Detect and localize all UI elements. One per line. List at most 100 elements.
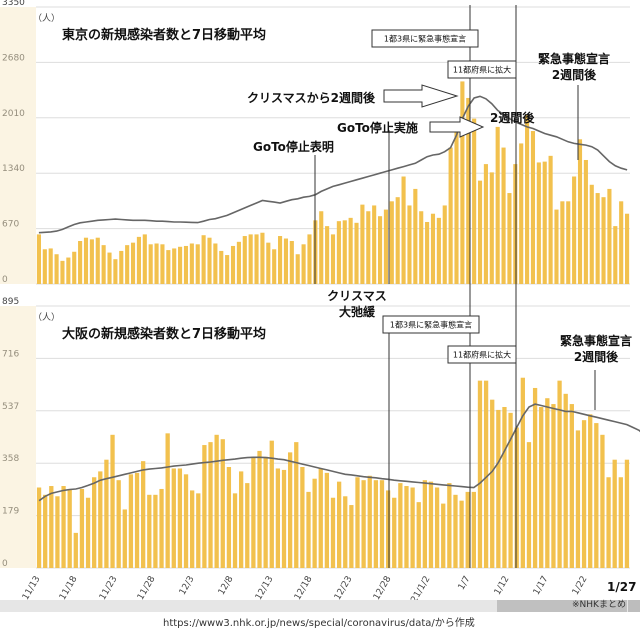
x-tick-label: 21/1/2 <box>409 575 432 601</box>
tokyo-bar <box>613 226 618 284</box>
scrollbar-thumb[interactable] <box>497 600 627 612</box>
osaka-bar <box>392 497 397 568</box>
tokyo-bar <box>419 211 424 284</box>
tokyo-bar <box>125 245 130 284</box>
osaka-y-tick: 0 <box>2 559 8 569</box>
goto-impl-arrow <box>429 116 485 138</box>
tokyo-bar <box>430 213 436 284</box>
osaka-bar <box>441 503 446 568</box>
osaka-bar <box>557 380 562 568</box>
horizontal-scrollbar[interactable] <box>0 600 640 612</box>
osaka-bar <box>159 488 164 568</box>
tokyo-bar <box>301 244 306 284</box>
x-tick-label: 12/13 <box>254 575 276 601</box>
tokyo-bar <box>548 155 553 284</box>
osaka-bar <box>569 404 574 568</box>
osaka-bar <box>410 487 415 568</box>
tokyo-bar <box>477 180 483 284</box>
osaka-bar <box>349 505 354 568</box>
osaka-bar <box>483 380 489 568</box>
osaka-fade-strip <box>0 306 36 568</box>
tokyo-bar <box>530 131 536 284</box>
tokyo-bar <box>454 126 459 284</box>
tokyo-bar <box>377 216 383 284</box>
osaka-bar <box>330 497 336 568</box>
tokyo-bar <box>325 226 330 284</box>
osaka-bar <box>269 440 274 568</box>
covid-charts-svg: 33502680201013406700（人）東京の新規感染者数と7日移動平均 … <box>0 0 640 605</box>
osaka-bar <box>600 434 605 568</box>
x-tick-label: 1/7 <box>457 575 473 593</box>
osaka-bar <box>275 468 281 568</box>
tokyo-bar <box>489 172 494 284</box>
tokyo-bar <box>242 236 247 284</box>
tokyo-bar <box>501 147 506 284</box>
osaka-bar <box>434 487 440 568</box>
osaka-bar <box>618 477 623 568</box>
tokyo-bar <box>78 241 83 284</box>
osaka-bar <box>134 472 140 568</box>
x-tick-label: 11/13 <box>21 575 43 601</box>
osaka-bar <box>624 459 630 568</box>
tokyo-chart: 3350 2680 2010 1340 670 0 （人）東京の新規感染者数と7日移動平均 <box>0 0 630 285</box>
scroll-right-button[interactable] <box>628 600 640 612</box>
osaka-emergency-text: 緊急事態宣言 <box>560 333 632 348</box>
osaka-bar <box>110 434 115 568</box>
osaka-bar <box>379 480 385 568</box>
tokyo-y-tick: 2010 <box>2 109 25 119</box>
tokyo-bar <box>272 249 277 284</box>
tokyo-bar <box>595 193 600 284</box>
osaka-bar <box>104 459 109 568</box>
osaka-bar <box>220 439 225 568</box>
osaka-bar <box>588 414 593 568</box>
tokyo-bar <box>207 237 212 284</box>
osaka-bar <box>563 393 568 568</box>
osaka-unit: （人） <box>33 312 60 323</box>
x-tick-label: 1/22 <box>571 575 590 598</box>
osaka-bar <box>49 486 54 568</box>
osaka-bar <box>551 404 556 568</box>
osaka-title: 大阪の新規感染者数と7日移動平均 <box>62 326 266 342</box>
osaka-bar <box>122 509 127 568</box>
tokyo-bar <box>136 236 141 284</box>
tokyo-bar <box>289 241 294 284</box>
x-tick-label: 12/3 <box>178 575 197 598</box>
tokyo-y-tick: 3350 <box>2 0 25 8</box>
osaka-bar <box>294 442 299 568</box>
osaka-bar <box>453 494 458 568</box>
osaka-bar <box>55 496 60 568</box>
tokyo-emergency-1-3-label: 1都3県に緊急事態宣言 <box>384 34 466 44</box>
tokyo-bar <box>307 234 312 284</box>
osaka-y-tick: 179 <box>2 507 19 517</box>
osaka-bar <box>428 481 434 568</box>
osaka-bar <box>208 442 213 568</box>
tokyo-bar <box>119 250 124 284</box>
tokyo-bar <box>413 188 418 284</box>
tokyo-bar <box>183 245 189 284</box>
osaka-bar <box>196 493 201 568</box>
osaka-bar <box>300 467 305 568</box>
tokyo-bar <box>507 193 512 284</box>
osaka-bar <box>398 483 403 568</box>
osaka-bar <box>404 486 409 568</box>
osaka-bar <box>355 477 360 568</box>
osaka-bar <box>67 488 72 568</box>
tokyo-fade-strip <box>0 7 36 284</box>
tokyo-bar <box>254 234 259 284</box>
tokyo-bar <box>589 184 594 284</box>
tokyo-bar <box>566 201 571 284</box>
x-tick-label: 11/28 <box>136 574 158 600</box>
osaka-bar <box>612 459 617 568</box>
osaka-bar <box>306 491 311 568</box>
osaka-bar <box>263 456 268 568</box>
tokyo-bar <box>225 255 230 284</box>
x-tick-label: 12/28 <box>372 574 394 600</box>
osaka-bar <box>116 480 121 568</box>
tokyo-bar <box>283 238 289 284</box>
source-text: https://www3.nhk.or.jp/news/special/coro… <box>163 618 475 629</box>
x-tick-label: 11/23 <box>98 575 120 601</box>
tokyo-bar <box>360 204 365 284</box>
x-tick-label: 1/17 <box>532 575 551 598</box>
tokyo-expand-11-box <box>447 60 517 79</box>
